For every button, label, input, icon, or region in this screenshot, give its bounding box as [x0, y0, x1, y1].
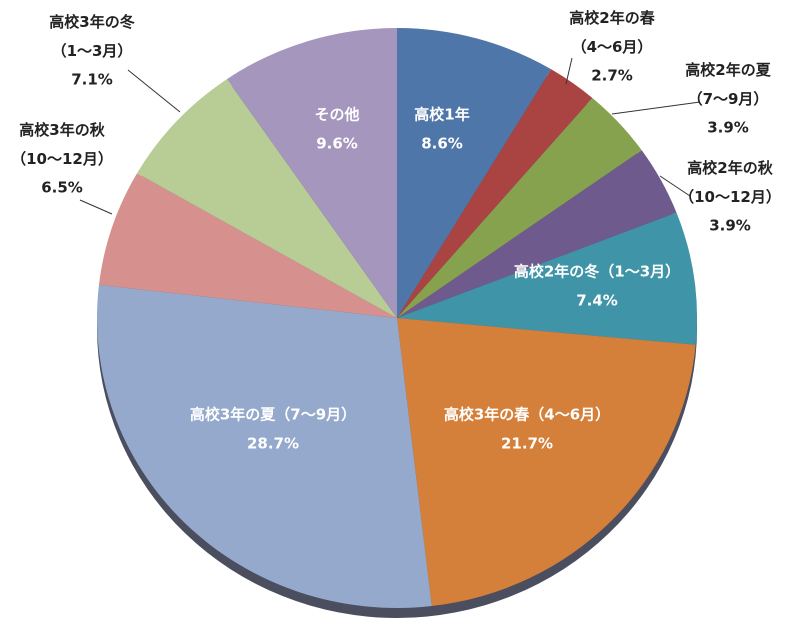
leader-line [611, 101, 701, 115]
value-label: 2.7% [591, 67, 633, 85]
pie-slice [397, 318, 696, 607]
pie-slice [226, 28, 397, 318]
category-label: 高校3年の春（4～6月） [444, 406, 610, 424]
category-label: 高校3年の秋（10～12月） [11, 121, 113, 168]
category-label: 高校2年の冬（1～3月） [514, 263, 680, 281]
pie-slice [98, 173, 398, 318]
value-label: 6.5% [41, 179, 83, 197]
value-label: 7.1% [71, 71, 113, 89]
value-label: 8.6% [421, 135, 463, 153]
labels: 高校1年 8.6% 高校2年の春（4～6月） 2.7% 高校2年の夏（7～9月） 3.9%… [11, 9, 781, 453]
category-label: その他 [314, 106, 359, 124]
value-label: 9.6% [316, 135, 358, 153]
category-label: 高校3年の冬（1～3月） [49, 13, 134, 60]
category-label: 高校2年の夏（7～9月） [685, 61, 771, 108]
leader-line [659, 175, 691, 197]
pie-slice [397, 97, 642, 318]
value-label: 3.9% [709, 217, 751, 235]
category-label: 高校3年の夏（7～9月） [190, 406, 356, 424]
category-label: 高校2年の秋（10～12月） [679, 159, 781, 206]
leader-line [79, 199, 113, 215]
value-label: 3.9% [707, 119, 749, 137]
leader-line [127, 69, 181, 113]
pie-slice [397, 150, 677, 318]
value-label: 21.7% [501, 435, 553, 453]
value-label: 7.4% [576, 292, 618, 310]
slices [97, 28, 697, 608]
leader-line [565, 57, 573, 85]
pie-slice [97, 284, 432, 608]
category-label: 高校2年の春（4～6月） [569, 9, 654, 56]
pie-slice [397, 28, 552, 318]
pie-slice [137, 79, 398, 318]
category-label: 高校1年 [414, 106, 469, 124]
value-label: 28.7% [247, 435, 299, 453]
pie-slice [397, 212, 697, 345]
pie-slice [397, 69, 593, 318]
